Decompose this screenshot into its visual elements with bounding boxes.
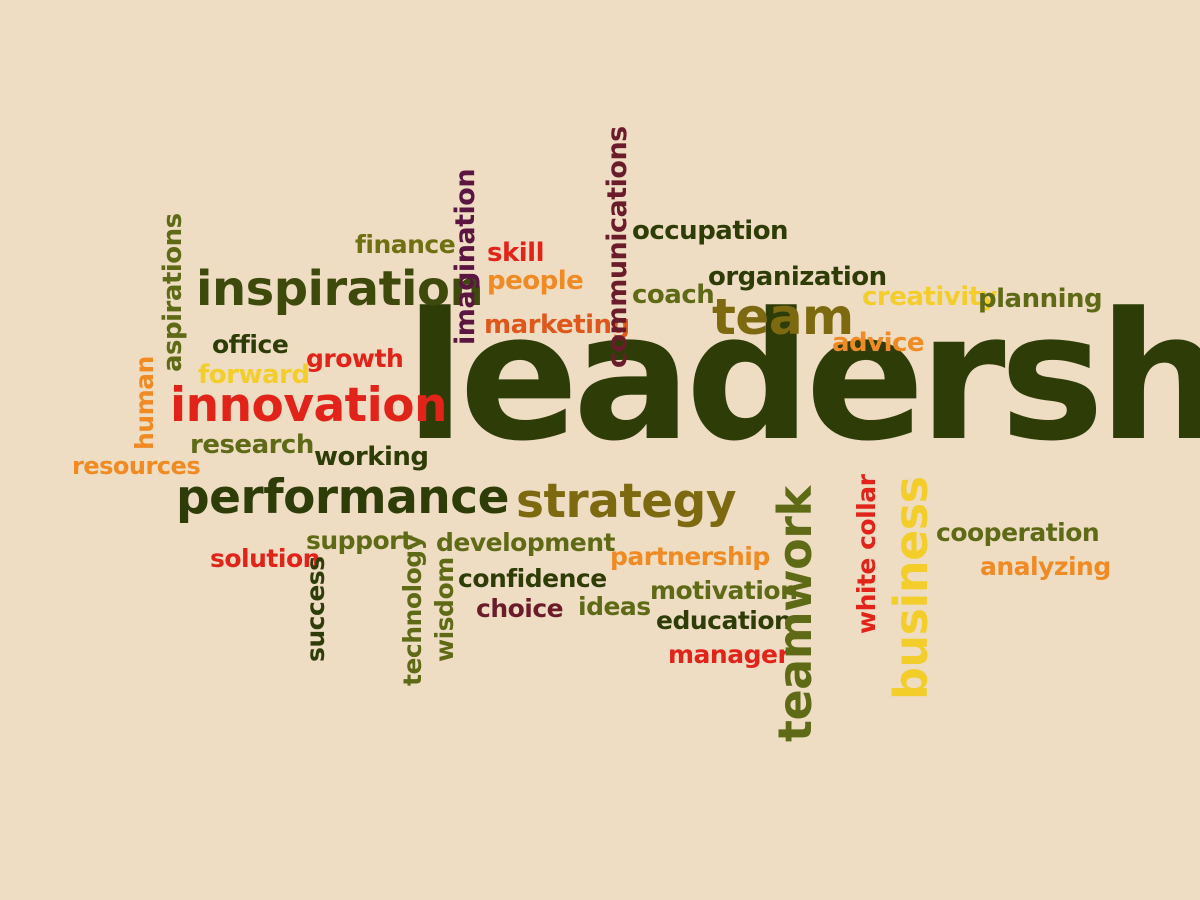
word-imagination: imagination: [450, 168, 481, 345]
word-forward: forward: [198, 360, 310, 390]
word-research: research: [190, 430, 314, 460]
word-communications: communications: [602, 126, 633, 368]
word-skill: skill: [487, 238, 545, 268]
word-working: working: [314, 442, 429, 472]
word-coach: coach: [632, 280, 715, 310]
word-advice: advice: [832, 328, 925, 358]
word-wisdom: wisdom: [430, 557, 459, 662]
word-inspiration: inspiration: [196, 261, 484, 317]
word-analyzing: analyzing: [980, 552, 1111, 581]
word-confidence: confidence: [458, 564, 607, 593]
word-development: development: [436, 528, 616, 557]
word-office: office: [212, 330, 289, 359]
word-leadership: leadership: [405, 275, 1200, 480]
word-team: team: [712, 288, 854, 346]
word-white-collar: white collar: [852, 474, 881, 634]
word-innovation: innovation: [170, 378, 448, 433]
word-ideas: ideas: [578, 592, 651, 621]
word-manager: manager: [668, 640, 790, 669]
word-cooperation: cooperation: [936, 518, 1100, 547]
word-performance: performance: [176, 470, 510, 525]
word-choice: choice: [476, 594, 564, 623]
word-planning: planning: [978, 284, 1103, 314]
word-partnership: partnership: [610, 542, 770, 571]
word-support: support: [306, 526, 413, 555]
word-technology: technology: [398, 534, 427, 686]
word-motivation: motivation: [650, 576, 798, 605]
word-solution: solution: [210, 544, 320, 573]
word-aspirations: aspirations: [158, 213, 188, 372]
word-creativity: creativity: [862, 282, 998, 312]
word-education: education: [656, 606, 792, 635]
word-growth: growth: [306, 344, 404, 373]
word-people: people: [487, 266, 584, 296]
word-finance: finance: [355, 230, 456, 259]
word-teamwork: teamwork: [768, 486, 822, 742]
word-business: business: [884, 476, 938, 700]
word-marketing: marketing: [484, 310, 630, 340]
word-organization: organization: [708, 262, 887, 292]
word-occupation: occupation: [632, 216, 789, 246]
word-human: human: [130, 356, 159, 450]
word-success: success: [301, 556, 330, 662]
word-strategy: strategy: [516, 474, 736, 529]
word-resources: resources: [72, 452, 201, 480]
